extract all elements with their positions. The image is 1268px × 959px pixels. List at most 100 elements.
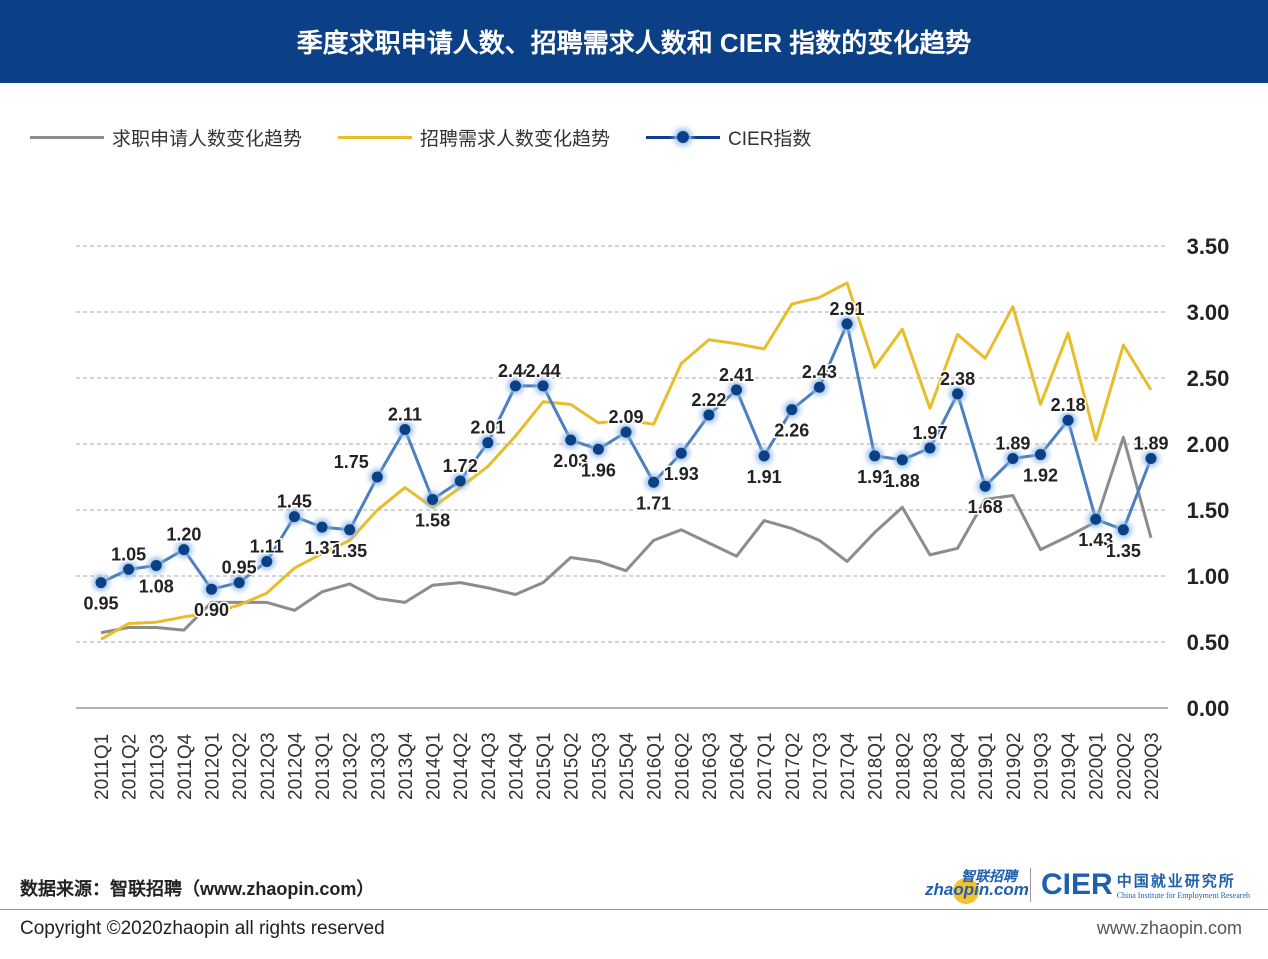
x-tick-label: 2019Q1 (976, 732, 997, 800)
cier-data-label: 0.95 (222, 558, 257, 578)
x-tick-label: 2013Q1 (313, 732, 334, 800)
cier-data-label: 1.71 (636, 493, 671, 513)
cier-point (620, 426, 632, 438)
x-tick-label: 2013Q2 (341, 732, 362, 800)
chart-title: 季度求职申请人数、招聘需求人数和 CIER 指数的变化趋势 (0, 0, 1268, 83)
cier-data-label: 2.01 (470, 418, 505, 438)
website-link[interactable]: www.zhaopin.com (1096, 918, 1242, 938)
x-tick-label: 2012Q1 (203, 732, 224, 800)
gray-line-swatch (30, 136, 104, 139)
legend-item-cier: CIER指数 (646, 124, 811, 151)
cier-point (288, 511, 300, 523)
cier-data-label: 2.22 (691, 390, 726, 410)
cier-data-label: 2.41 (719, 365, 754, 385)
y-tick-label: 2.50 (1187, 366, 1230, 391)
cier-data-label: 1.89 (1133, 434, 1168, 454)
x-tick-label: 2015Q4 (617, 732, 638, 800)
cier-point (454, 475, 466, 487)
x-tick-label: 2011Q2 (120, 734, 141, 800)
x-tick-label: 2020Q1 (1087, 732, 1108, 800)
copyright: Copyright ©2020zhaopin all rights reserv… (20, 918, 385, 939)
legend-label: CIER指数 (728, 129, 812, 150)
y-tick-label: 1.00 (1187, 564, 1230, 589)
x-tick-label: 2015Q3 (589, 732, 610, 800)
x-tick-label: 2014Q2 (451, 732, 472, 800)
legend-item-applicants: 求职申请人数变化趋势 (30, 124, 302, 151)
x-tick-label: 2018Q2 (893, 732, 914, 800)
cier-point (261, 555, 273, 567)
cier-point (1090, 513, 1102, 525)
cier-data-label: 1.91 (857, 467, 892, 487)
x-tick-label: 2016Q4 (728, 732, 749, 800)
y-tick-label: 0.00 (1187, 696, 1230, 721)
data-source: 数据来源：智联招聘（www.zhaopin.com） (20, 879, 375, 899)
x-tick-label: 2016Q2 (672, 732, 693, 800)
y-tick-label: 3.50 (1187, 234, 1230, 259)
cier-data-label: 1.37 (305, 538, 340, 558)
cier-point (703, 409, 715, 421)
cier-data-label: 1.97 (912, 423, 947, 443)
chart-plot: 0.00 0.50 1.00 1.50 2.00 2.50 3.00 3.50 2011Q1 20… (76, 234, 1230, 800)
cier-data-label: 2.44 (526, 361, 561, 381)
x-tick-label: 2019Q4 (1059, 732, 1080, 800)
x-tick-label: 2011Q4 (175, 733, 196, 800)
series-line-2 (100, 281, 1153, 641)
cier-point (316, 521, 328, 533)
cier-data-label: 1.89 (995, 434, 1030, 454)
cier-point (786, 404, 798, 416)
x-tick-label: 2017Q1 (755, 732, 776, 800)
blue-line-swatch (646, 131, 721, 143)
zhaopin-logo: 智联招聘 zhaopin.com (925, 866, 1029, 904)
cier-data-label: 1.96 (581, 460, 616, 480)
x-tick-label: 2011Q1 (92, 734, 113, 800)
cier-point (123, 563, 135, 575)
x-tick-label: 2019Q2 (1004, 732, 1025, 800)
logos: 智联招聘 zhaopin.com CIER 中国就业研究所 China Inst… (925, 866, 1250, 904)
cier-data-label: 2.38 (940, 369, 975, 389)
cier-data-label: 2.91 (830, 299, 865, 319)
cier-point (869, 450, 881, 462)
cier-point (371, 471, 383, 483)
x-tick-label: 2015Q1 (534, 732, 555, 800)
marker-dot-icon (677, 131, 690, 143)
cier-logo: CIER (1041, 868, 1113, 901)
cier-point (344, 524, 356, 536)
x-tick-label: 2017Q4 (838, 732, 859, 800)
yellow-line-swatch (338, 136, 413, 139)
legend-label: 招聘需求人数变化趋势 (420, 129, 611, 150)
cier-point (178, 544, 190, 556)
cier-point (537, 380, 549, 392)
cier-point (952, 388, 964, 400)
x-tick-label: 2014Q4 (506, 732, 527, 800)
cier-point (896, 454, 908, 466)
cier-data-label: 2.26 (774, 421, 809, 441)
divider (0, 909, 1268, 910)
cier-point (1034, 449, 1046, 461)
x-tick-label: 2018Q4 (949, 732, 970, 800)
cier-data-label: 0.95 (83, 594, 118, 614)
x-tick-label: 2016Q1 (645, 732, 666, 800)
x-tick-label: 2020Q3 (1142, 732, 1163, 800)
x-tick-label: 2012Q3 (258, 732, 279, 800)
cier-point (150, 559, 162, 571)
x-tick-label: 2013Q3 (368, 732, 389, 800)
cier-point (648, 476, 660, 488)
cier-data-label: 1.93 (664, 464, 699, 484)
x-tick-label: 2011Q3 (147, 734, 168, 800)
x-tick-label: 2012Q2 (230, 732, 251, 800)
cier-point (758, 450, 770, 462)
legend-item-demand: 招聘需求人数变化趋势 (338, 124, 610, 151)
cier-data-label: 1.72 (443, 456, 478, 476)
cier-data-label: 0.90 (194, 600, 229, 620)
cier-point (1007, 453, 1019, 465)
y-tick-label: 2.00 (1187, 432, 1230, 457)
x-tick-label: 2017Q3 (810, 732, 831, 800)
cier-data-label: 1.68 (968, 497, 1003, 517)
cier-data-label: 1.05 (111, 544, 146, 564)
x-tick-label: 2018Q1 (866, 732, 887, 800)
cier-point (592, 443, 604, 455)
cier-data-label: 2.03 (553, 451, 588, 471)
cier-point (206, 583, 218, 595)
cier-data-label: 1.92 (1023, 466, 1058, 486)
cier-point (813, 381, 825, 393)
